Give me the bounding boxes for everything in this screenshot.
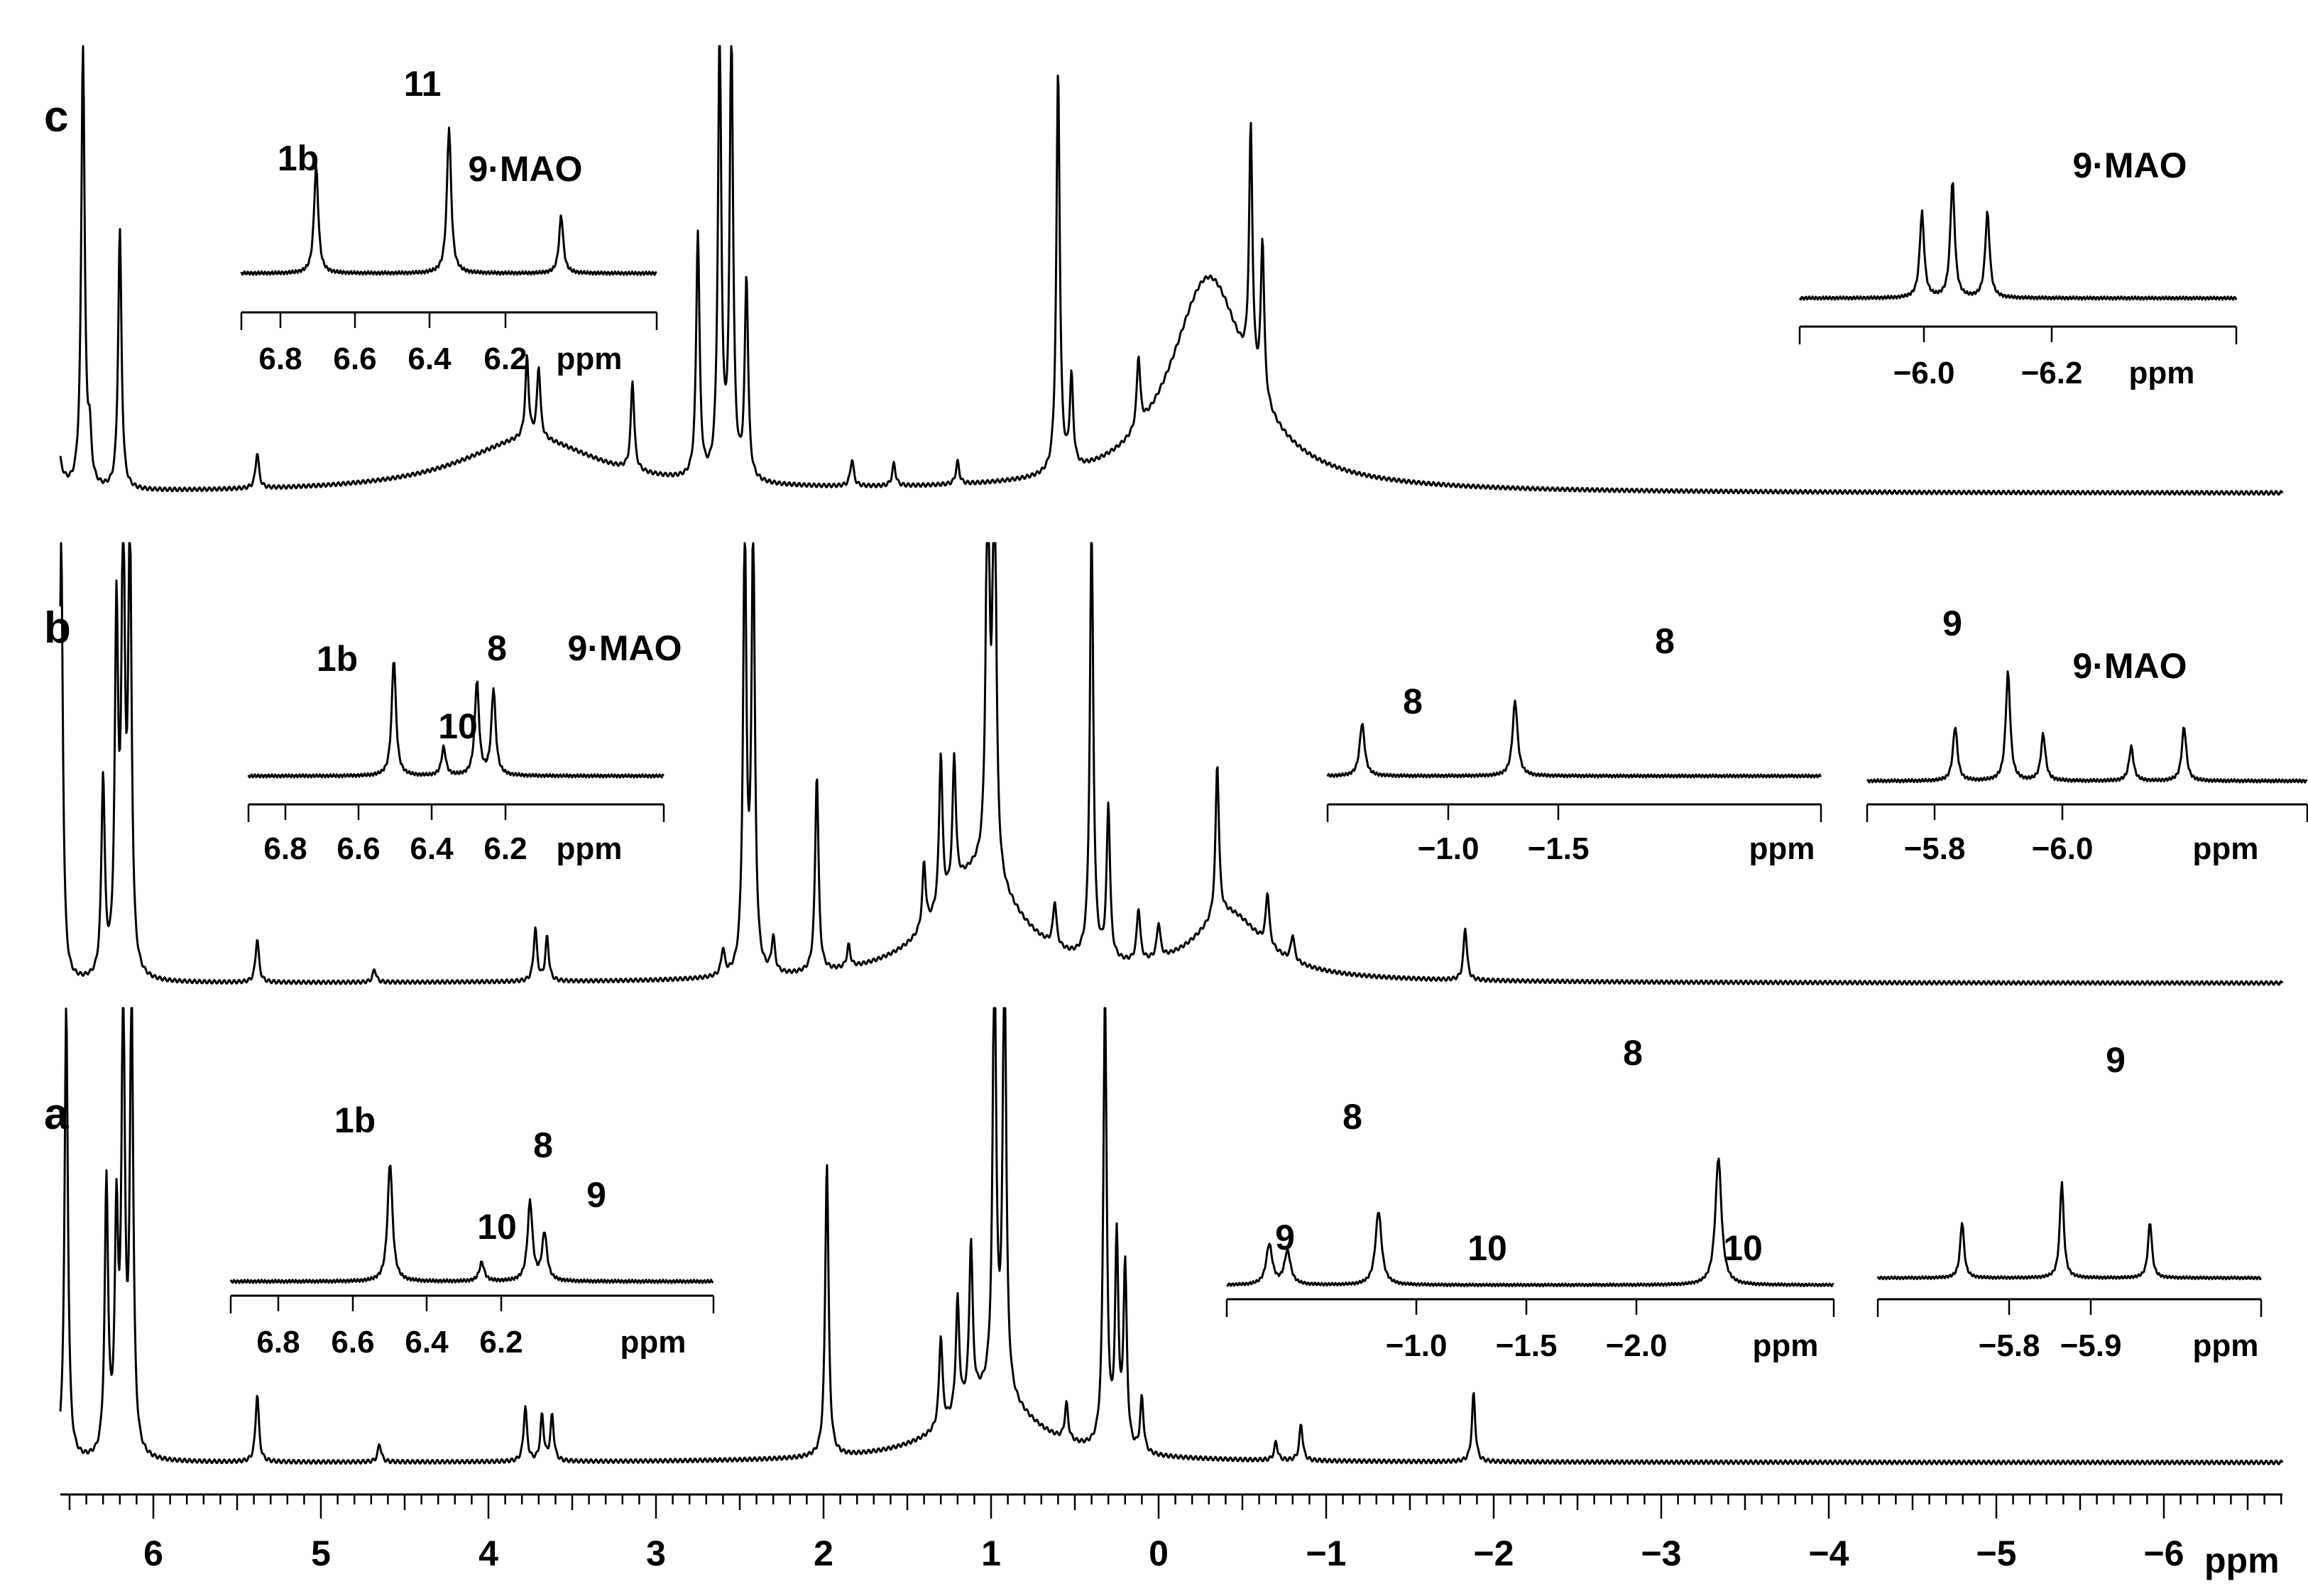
inset-tick-label: −6.0 bbox=[1893, 356, 1955, 390]
x-tick-label: 3 bbox=[646, 1534, 666, 1573]
peak-label: 11 bbox=[404, 64, 442, 104]
inset-tick-label: 6.2 bbox=[483, 831, 527, 866]
inset-unit-label: ppm bbox=[2193, 1328, 2259, 1363]
inset-tick-label: 6.6 bbox=[337, 831, 380, 866]
inset-trace bbox=[1326, 699, 1822, 779]
peak-label: 9·MAO bbox=[567, 628, 682, 668]
inset-b-5: −5.8 −6.0 ppm 9 9·MAO bbox=[1866, 603, 2308, 866]
x-axis-tick-labels: 6 5 4 3 2 1 0 −1 −2 −3 −4 −5 −6 bbox=[143, 1534, 2184, 1573]
inset-tick-label: −2.0 bbox=[1606, 1328, 1668, 1363]
x-tick-label: −3 bbox=[1641, 1534, 1681, 1573]
inset-tick-label: −1.5 bbox=[1528, 831, 1590, 866]
inset-b-3: 6.8 6.6 6.4 6.2 ppm 1b 108 9·MAO bbox=[247, 628, 682, 866]
inset-unit-label: ppm bbox=[557, 831, 623, 866]
peak-label: 1b bbox=[317, 639, 358, 679]
peak-label: 9 bbox=[1275, 1218, 1295, 1257]
inset-c-2: −6.0 −6.2 ppm 9·MAO bbox=[1798, 146, 2238, 390]
panel-label-c: c bbox=[44, 92, 68, 141]
inset-tick-label: 6.8 bbox=[256, 1325, 300, 1360]
peak-label: 9 bbox=[586, 1175, 606, 1215]
inset-tick-label: −6.0 bbox=[2032, 831, 2094, 866]
peak-label: 10 bbox=[438, 706, 478, 746]
inset-trace bbox=[229, 1164, 714, 1284]
panel-label-b: b bbox=[44, 603, 71, 652]
inset-tick-label: −1.0 bbox=[1418, 831, 1480, 866]
x-tick-label: 4 bbox=[478, 1534, 498, 1573]
x-tick-label: −4 bbox=[1808, 1534, 1849, 1573]
spectrum-trace-c bbox=[59, 45, 2284, 496]
inset-tick-label: 6.6 bbox=[331, 1325, 374, 1360]
inset-tick-label: 6.2 bbox=[483, 341, 527, 376]
peak-label: 9 bbox=[2106, 1040, 2126, 1080]
peak-label: 1b bbox=[278, 138, 319, 178]
x-tick-label: 1 bbox=[981, 1534, 1001, 1573]
inset-unit-label: ppm bbox=[2193, 831, 2259, 866]
inset-trace bbox=[247, 662, 664, 779]
peak-label: 8 bbox=[1403, 682, 1423, 721]
inset-unit-label: ppm bbox=[557, 341, 623, 376]
x-tick-label: 5 bbox=[311, 1534, 331, 1573]
x-tick-label: 2 bbox=[814, 1534, 833, 1573]
peak-label: 10 bbox=[477, 1207, 517, 1247]
inset-trace bbox=[240, 126, 657, 276]
inset-tick-label: 6.4 bbox=[408, 341, 452, 376]
inset-tick-label: −5.8 bbox=[1904, 831, 1966, 866]
inset-tick-label: −1.0 bbox=[1386, 1328, 1448, 1363]
peak-label: 8 bbox=[1342, 1097, 1362, 1137]
spectrum-trace-b bbox=[59, 542, 2284, 986]
inset-unit-label: ppm bbox=[620, 1325, 687, 1360]
peak-label: 8 bbox=[1623, 1033, 1643, 1073]
inset-tick-label: −1.5 bbox=[1496, 1328, 1558, 1363]
inset-trace bbox=[1798, 182, 2238, 301]
inset-expansions: 6.8 6.6 6.4 6.2 ppm 1b 11 9·MAO −6.0 −6.2 ppm 9·MAO… bbox=[229, 64, 2308, 1363]
inset-unit-label: ppm bbox=[1753, 1328, 1819, 1363]
inset-b-4: −1.0 −1.5 ppm 8 8 bbox=[1326, 621, 1822, 866]
x-tick-label: −5 bbox=[1976, 1534, 2016, 1573]
peak-label: 10 bbox=[1467, 1228, 1507, 1268]
peak-label: 9·MAO bbox=[2072, 146, 2187, 185]
inset-a-8: −5.8 −5.9 ppm 9 bbox=[1876, 1040, 2263, 1363]
inset-unit-label: ppm bbox=[1749, 831, 1815, 866]
x-tick-label: 0 bbox=[1149, 1534, 1169, 1573]
x-axis-label: ppm bbox=[2204, 1541, 2280, 1580]
spectrum-trace-a bbox=[59, 1007, 2284, 1465]
peak-label: 9·MAO bbox=[2072, 646, 2187, 686]
inset-unit-label: ppm bbox=[2129, 356, 2195, 390]
inset-tick-label: 6.8 bbox=[258, 341, 302, 376]
inset-tick-label: 6.2 bbox=[479, 1325, 523, 1360]
inset-tick-label: 6.4 bbox=[405, 1325, 449, 1360]
inset-c-1: 6.8 6.6 6.4 6.2 ppm 1b 11 9·MAO bbox=[240, 64, 658, 376]
peak-label: 1b bbox=[334, 1100, 376, 1140]
inset-tick-label: 6.6 bbox=[333, 341, 376, 376]
x-tick-label: −1 bbox=[1306, 1534, 1346, 1573]
x-tick-label: −2 bbox=[1473, 1534, 1514, 1573]
inset-tick-label: −5.9 bbox=[2060, 1328, 2122, 1363]
x-axis-ticks bbox=[68, 1494, 2282, 1519]
peak-label: 9 bbox=[1942, 603, 1962, 643]
inset-tick-label: −6.2 bbox=[2021, 356, 2083, 390]
inset-a-6: 6.8 6.6 6.4 6.2 ppm 1b 10 89 bbox=[229, 1100, 715, 1360]
inset-tick-label: 6.8 bbox=[263, 831, 307, 866]
inset-trace bbox=[1866, 670, 2308, 784]
inset-trace bbox=[1226, 1157, 1834, 1288]
peak-label: 8 bbox=[1655, 621, 1675, 661]
peak-label: 10 bbox=[1723, 1228, 1763, 1268]
inset-tick-label: −5.8 bbox=[1979, 1328, 2040, 1363]
peak-label: 8 bbox=[533, 1125, 553, 1165]
peak-label: 8 bbox=[487, 628, 507, 668]
peak-label: 9·MAO bbox=[468, 149, 582, 189]
inset-a-7: −1.0 −1.5 −2.0 ppm 9 8 10 8 10 bbox=[1225, 1033, 1835, 1363]
inset-tick-label: 6.4 bbox=[410, 831, 454, 866]
inset-trace bbox=[1876, 1181, 2263, 1281]
x-tick-label: 6 bbox=[143, 1534, 163, 1573]
x-tick-label: −6 bbox=[2143, 1534, 2184, 1573]
